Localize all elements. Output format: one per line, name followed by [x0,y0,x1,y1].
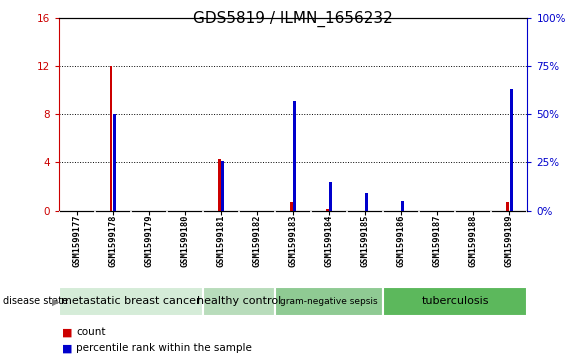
Text: GSM1599184: GSM1599184 [325,214,333,267]
Bar [59,287,203,316]
Bar [510,89,513,211]
Text: GSM1599179: GSM1599179 [144,214,154,267]
Text: ▶: ▶ [52,296,59,306]
Bar [110,66,113,211]
Bar [329,182,332,211]
Text: gram-negative sepsis: gram-negative sepsis [280,297,378,306]
Bar [383,287,527,316]
Bar [506,202,509,211]
Text: ■: ■ [62,327,72,337]
Text: GSM1599177: GSM1599177 [72,214,81,267]
Bar [218,159,220,211]
Bar [326,209,329,211]
Bar [366,193,368,211]
Text: tuberculosis: tuberculosis [421,296,489,306]
Bar [290,202,293,211]
Text: GSM1599186: GSM1599186 [397,214,406,267]
Text: GDS5819 / ILMN_1656232: GDS5819 / ILMN_1656232 [193,11,393,27]
Text: metastatic breast cancer: metastatic breast cancer [61,296,200,306]
Text: healthy control: healthy control [197,296,281,306]
Text: GSM1599178: GSM1599178 [108,214,117,267]
Bar [221,160,224,211]
Text: GSM1599189: GSM1599189 [505,214,514,267]
Text: disease state: disease state [3,296,68,306]
Text: GSM1599185: GSM1599185 [360,214,370,267]
Text: ■: ■ [62,343,72,354]
Text: percentile rank within the sample: percentile rank within the sample [76,343,252,354]
Text: GSM1599187: GSM1599187 [432,214,442,267]
Text: GSM1599180: GSM1599180 [180,214,189,267]
Bar [203,287,275,316]
Bar [113,114,116,211]
Bar [275,287,383,316]
Text: count: count [76,327,105,337]
Text: GSM1599181: GSM1599181 [216,214,226,267]
Bar [293,101,296,211]
Text: GSM1599182: GSM1599182 [253,214,261,267]
Bar [401,201,404,211]
Text: GSM1599188: GSM1599188 [469,214,478,267]
Text: GSM1599183: GSM1599183 [288,214,298,267]
